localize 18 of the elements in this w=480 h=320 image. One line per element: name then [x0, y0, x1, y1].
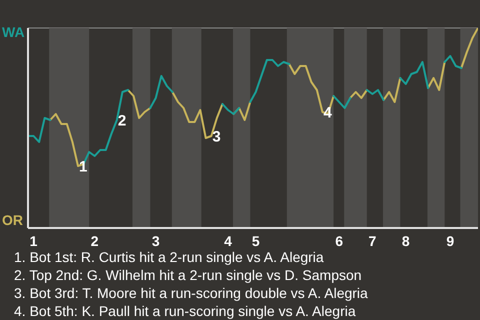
text: 4. Bot 5th: K. Paull hit a run-scoring single vs A. Alegria — [14, 302, 357, 320]
x-tick-label: 5 — [252, 232, 260, 249]
annotation: 1 — [79, 158, 88, 176]
text: 3. Bot 3rd: T. Moore hit a run-scoring double vs A. Alegria — [14, 284, 369, 302]
x-tick-label: 7 — [368, 232, 377, 249]
x-tick-label: 6 — [335, 232, 344, 249]
text: 1. Bot 1st: R. Curtis hit a 2-run single vs A. Alegria — [14, 248, 325, 266]
text: 2. Top 2nd: G. Wilhelm hit a 2-run single vs D. Sampson — [14, 266, 363, 284]
annotation: 3 — [212, 128, 221, 146]
x-tick-label: 3 — [152, 232, 160, 249]
x-tick-label: 4 — [224, 232, 232, 249]
text: OR — [2, 212, 23, 228]
annotation: 2 — [118, 112, 126, 130]
text: WA — [2, 24, 25, 40]
x-tick-label: 9 — [446, 232, 454, 249]
x-tick-label: 8 — [402, 232, 410, 249]
x-tick-label: 1 — [30, 232, 38, 249]
x-tick-label: 2 — [90, 232, 99, 249]
